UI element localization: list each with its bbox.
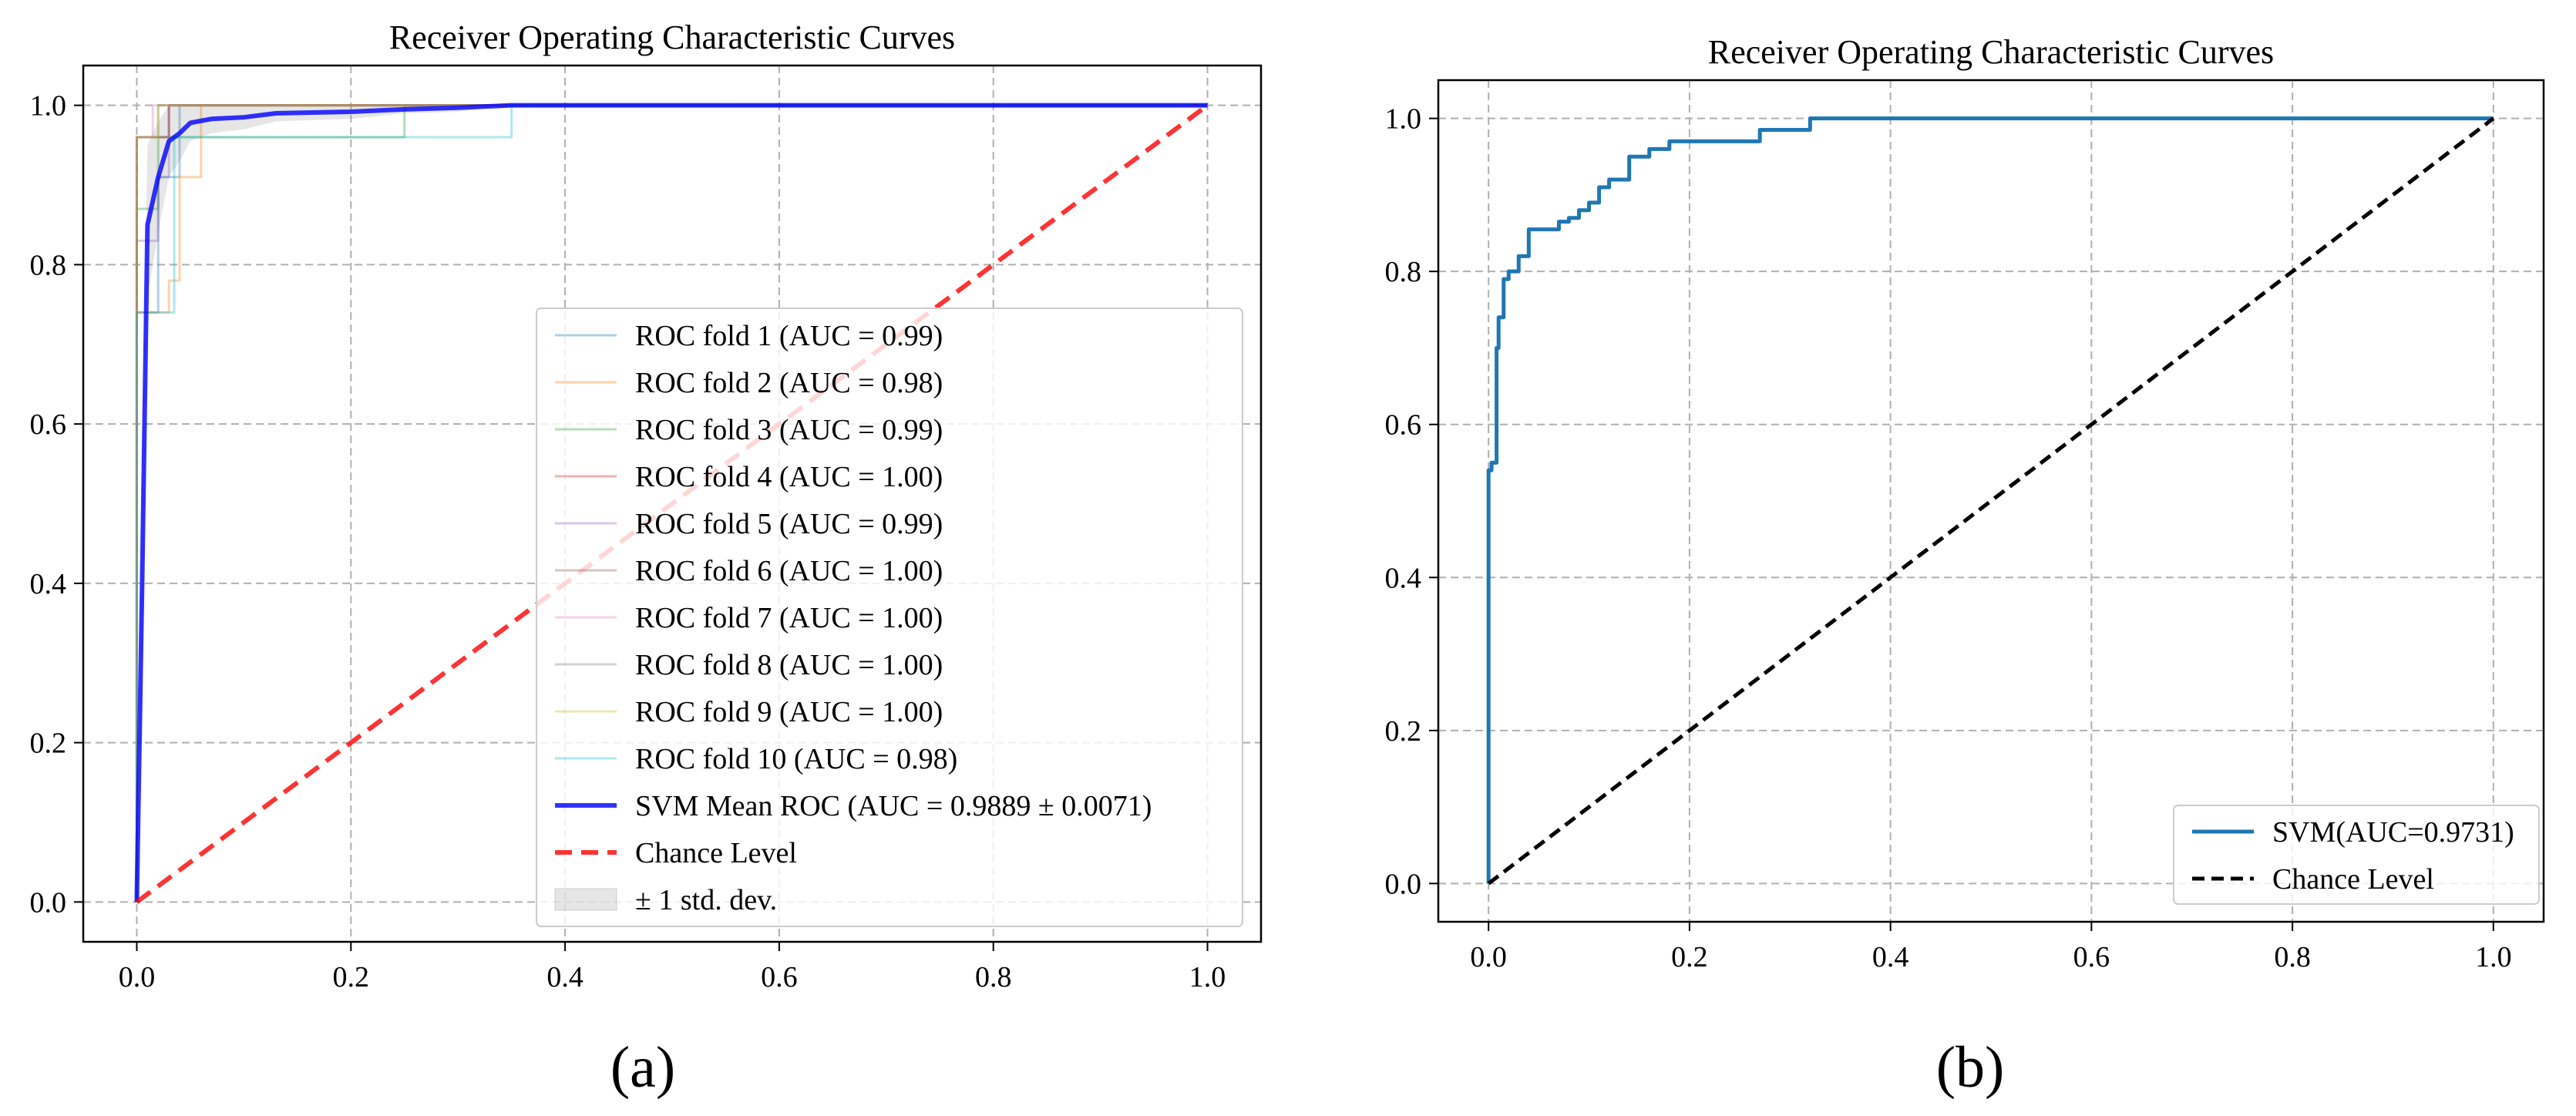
axes-frame [82, 64, 1263, 943]
y-tick-label: 0.0 [30, 886, 67, 919]
legend-label: SVM(AUC=0.9731) [2272, 816, 2514, 849]
y-tick-label: 0.2 [30, 728, 67, 760]
legend-label: ROC fold 10 (AUC = 0.98) [635, 743, 957, 775]
chart-b: 0.0 0.2 0.4 0.6 0.8 1.0 0.0 0.2 0.4 0.6 0.8 1.0 Rece… [1385, 33, 2545, 973]
chart-title: Receiver Operating Characteristic Curves [1708, 33, 2274, 71]
y-tick-label: 0.0 [1385, 868, 1422, 900]
panel-label-b: (b) [1936, 1035, 2005, 1100]
series-line-11 [134, 103, 1208, 903]
legend-label: Chance Level [2272, 863, 2434, 896]
y-tick-label: 0.6 [30, 408, 67, 441]
legend-label: ROC fold 8 (AUC = 1.00) [635, 649, 943, 681]
legend-label: ROC fold 6 (AUC = 1.00) [635, 555, 943, 587]
x-tick-label: 0.8 [2274, 941, 2311, 973]
y-tick-label: 0.8 [1385, 256, 1422, 288]
y-tick-label: 0.6 [1385, 409, 1422, 442]
x-tick-label: 0.4 [546, 961, 583, 993]
legend-label: ROC fold 2 (AUC = 0.98) [635, 367, 943, 399]
x-tick-label: 0.6 [761, 961, 798, 993]
axes-frame [1437, 79, 2545, 923]
x-tick-label: 0.0 [119, 961, 156, 993]
legend-label: ROC fold 9 (AUC = 1.00) [635, 696, 943, 728]
x-tick-label: 0.8 [975, 961, 1012, 993]
legend-label: ROC fold 5 (AUC = 0.99) [635, 508, 943, 540]
legend-label: SVM Mean ROC (AUC = 0.9889 ± 0.0071) [635, 790, 1152, 822]
panel-label-a: (a) [610, 1035, 675, 1100]
chart-title: Receiver Operating Characteristic Curves [389, 18, 955, 56]
y-tick-label: 0.4 [30, 568, 67, 600]
y-tick-label: 0.4 [1385, 562, 1422, 594]
series-line-3 [135, 104, 1208, 903]
legend-label: ± 1 std. dev. [635, 884, 777, 916]
x-tick-label: 0.2 [333, 961, 370, 993]
legend-label: Chance Level [635, 837, 797, 869]
x-tick-label: 0.4 [1872, 941, 1909, 973]
y-tick-label: 0.8 [30, 249, 67, 281]
y-tick-label: 1.0 [1385, 103, 1422, 136]
x-tick-label: 0.0 [1470, 941, 1507, 973]
x-tick-label: 1.0 [1189, 961, 1226, 993]
legend-label: ROC fold 1 (AUC = 0.99) [635, 320, 943, 352]
legend-label: ROC fold 7 (AUC = 1.00) [635, 602, 943, 634]
y-tick-label: 1.0 [30, 90, 67, 123]
y-tick-label: 0.2 [1385, 715, 1422, 748]
legend-box [536, 308, 1243, 927]
legend-label: ROC fold 4 (AUC = 1.00) [635, 461, 943, 493]
series-line-1 [1486, 116, 2494, 884]
legend-label: ROC fold 3 (AUC = 0.99) [635, 414, 943, 446]
legend-swatch [554, 888, 617, 911]
legend-box [2173, 805, 2540, 905]
chart-a: 0.0 0.2 0.4 0.6 0.8 1.0 0.0 0.2 0.4 0.6 0.8 1.0 Rece… [30, 18, 1263, 993]
x-tick-label: 0.2 [1671, 941, 1708, 973]
x-tick-label: 0.6 [2073, 941, 2110, 973]
series-line-2 [1487, 116, 2495, 886]
x-tick-label: 1.0 [2475, 941, 2512, 973]
